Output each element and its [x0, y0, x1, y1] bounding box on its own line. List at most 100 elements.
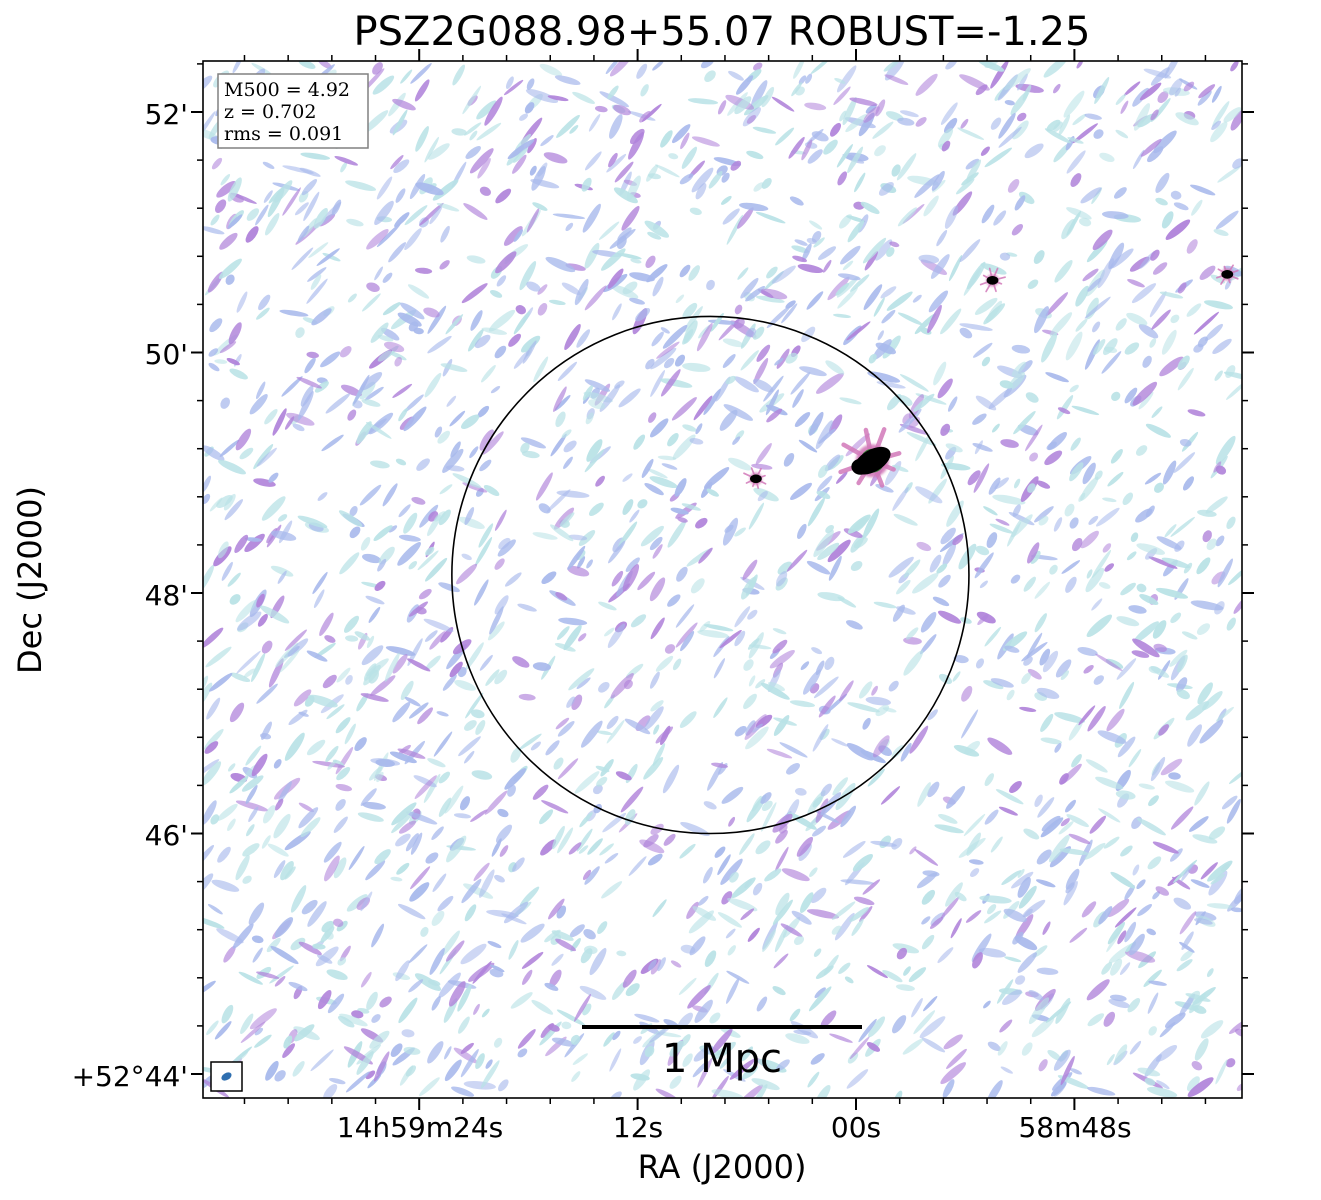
- noise-speck: [537, 303, 548, 316]
- noise-speck: [854, 172, 866, 193]
- noise-speck: [680, 631, 695, 652]
- noise-speck: [1014, 195, 1026, 211]
- noise-speck: [408, 702, 429, 719]
- noise-speck: [392, 383, 413, 398]
- noise-speck: [219, 341, 237, 354]
- noise-speck: [1179, 911, 1197, 935]
- noise-speck: [1215, 435, 1236, 465]
- noise-speck: [1155, 886, 1170, 896]
- noise-speck: [772, 899, 793, 926]
- noise-speck: [434, 426, 443, 438]
- noise-speck: [1192, 834, 1218, 844]
- noise-speck: [405, 833, 419, 852]
- noise-speck: [474, 579, 489, 606]
- noise-speck: [744, 714, 767, 740]
- noise-speck: [325, 745, 339, 763]
- noise-speck: [1004, 956, 1022, 963]
- noise-speck: [789, 1008, 801, 1022]
- noise-speck: [892, 943, 920, 954]
- noise-speck: [732, 436, 741, 445]
- noise-speck: [272, 408, 287, 436]
- noise-speck: [831, 925, 842, 935]
- noise-speck: [775, 1059, 790, 1072]
- y-tick-label-1: 46': [145, 819, 188, 852]
- noise-speck: [914, 848, 939, 866]
- noise-speck: [652, 276, 664, 297]
- noise-speck: [561, 1021, 572, 1030]
- noise-speck: [392, 701, 411, 723]
- noise-speck: [293, 689, 312, 707]
- noise-speck: [667, 519, 687, 548]
- noise-speck: [938, 574, 951, 588]
- noise-speck: [1087, 1086, 1116, 1096]
- noise-speck: [1138, 783, 1155, 790]
- noise-speck: [865, 696, 891, 706]
- noise-speck: [452, 473, 482, 489]
- noise-speck: [886, 291, 913, 311]
- noise-speck: [776, 571, 788, 587]
- noise-speck: [1192, 986, 1216, 1006]
- noise-speck: [529, 165, 537, 176]
- noise-speck: [263, 190, 273, 203]
- noise-speck: [423, 618, 454, 633]
- noise-speck: [912, 294, 922, 303]
- noise-speck: [572, 1053, 588, 1065]
- noise-speck: [839, 397, 862, 405]
- noise-speck: [464, 904, 477, 922]
- noise-speck: [437, 895, 454, 912]
- noise-speck: [203, 111, 216, 140]
- noise-speck: [1202, 530, 1212, 543]
- noise-speck: [911, 998, 923, 1018]
- noise-speck: [1170, 848, 1183, 862]
- noise-speck: [1023, 828, 1040, 840]
- noise-speck: [399, 1065, 414, 1086]
- noise-speck: [360, 536, 371, 551]
- noise-speck: [1027, 483, 1036, 493]
- noise-speck: [431, 910, 445, 926]
- noise-speck: [788, 136, 805, 159]
- noise-speck: [322, 674, 337, 689]
- noise-speck: [503, 79, 524, 96]
- noise-speck: [563, 456, 573, 470]
- noise-speck: [244, 537, 262, 542]
- noise-speck: [425, 852, 439, 864]
- source-ring: [176, 484, 190, 498]
- noise-speck: [1149, 291, 1167, 318]
- noise-speck: [333, 816, 348, 833]
- noise-speck: [834, 77, 846, 84]
- noise-speck: [261, 835, 271, 849]
- noise-speck: [494, 669, 508, 685]
- noise-speck: [963, 813, 986, 837]
- noise-speck: [900, 742, 912, 762]
- noise-speck: [966, 832, 981, 856]
- noise-speck: [605, 61, 620, 75]
- noise-speck: [761, 177, 772, 189]
- noise-speck: [497, 539, 516, 557]
- noise-speck: [745, 285, 766, 302]
- noise-speck: [282, 1043, 296, 1058]
- noise-speck: [740, 277, 759, 299]
- noise-speck: [397, 903, 426, 920]
- noise-speck: [1128, 605, 1147, 614]
- noise-speck: [915, 73, 938, 96]
- noise-speck: [1027, 279, 1039, 289]
- noise-speck: [840, 245, 861, 265]
- noise-speck: [578, 633, 587, 642]
- noise-speck: [392, 654, 408, 674]
- noise-speck: [719, 409, 738, 431]
- noise-speck: [867, 371, 901, 383]
- noise-speck: [958, 543, 977, 570]
- noise-speck: [609, 61, 634, 77]
- noise-speck: [356, 693, 369, 712]
- noise-speck: [1147, 992, 1159, 1014]
- noise-speck: [779, 742, 808, 758]
- noise-speck: [726, 214, 743, 245]
- noise-speck: [1204, 323, 1224, 341]
- noise-speck: [1164, 61, 1181, 79]
- noise-speck: [228, 322, 242, 345]
- noise-speck: [327, 993, 345, 1014]
- noise-speck: [704, 950, 717, 967]
- noise-speck: [595, 765, 610, 773]
- noise-speck: [235, 599, 257, 623]
- noise-speck: [339, 346, 352, 358]
